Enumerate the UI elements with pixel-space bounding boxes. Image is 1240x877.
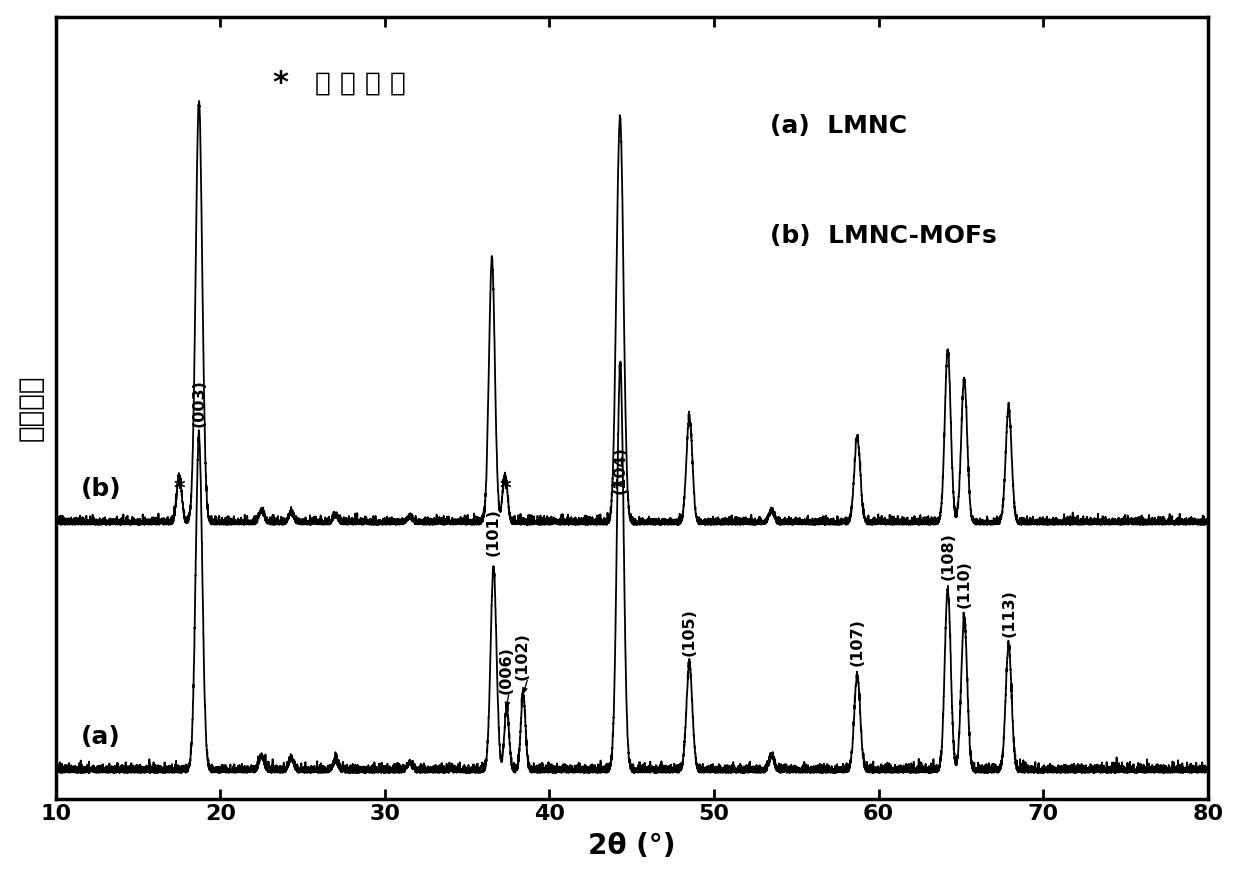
Text: (a)  LMNC: (a) LMNC <box>770 114 908 139</box>
Text: (006): (006) <box>498 646 513 695</box>
Text: (108): (108) <box>940 531 955 580</box>
Text: (102): (102) <box>515 632 529 680</box>
Text: (113): (113) <box>1001 589 1016 637</box>
Text: (003): (003) <box>191 379 206 427</box>
Text: *: * <box>273 68 289 97</box>
Text: (b)  LMNC-MOFs: (b) LMNC-MOFs <box>770 224 997 248</box>
Text: (a): (a) <box>81 725 120 749</box>
Y-axis label: 衍射强度: 衍射强度 <box>16 374 45 441</box>
Text: *: * <box>500 479 511 499</box>
Text: (107): (107) <box>849 617 864 666</box>
Text: (104): (104) <box>613 446 627 494</box>
Text: *: * <box>174 479 185 499</box>
X-axis label: 2θ (°): 2θ (°) <box>588 832 676 860</box>
Text: 尖 晶 石 相: 尖 晶 石 相 <box>315 70 405 96</box>
Text: (110): (110) <box>957 560 972 609</box>
Text: (101): (101) <box>486 508 501 556</box>
Text: (105): (105) <box>682 608 697 656</box>
Text: *: * <box>610 479 622 499</box>
Text: (b): (b) <box>81 477 122 501</box>
